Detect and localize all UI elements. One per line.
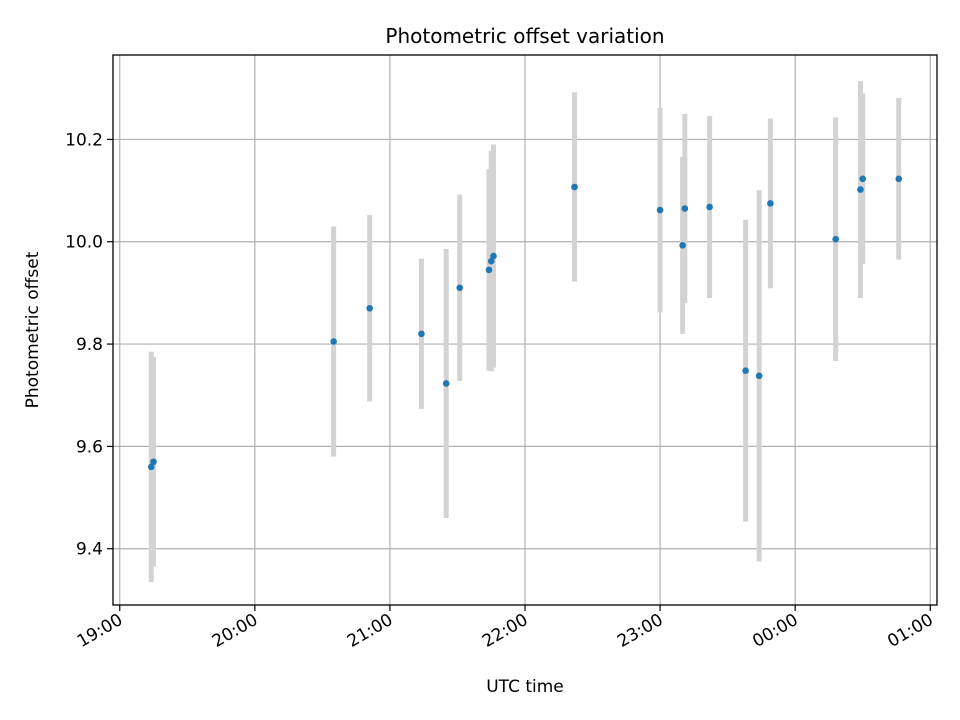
data-point — [418, 330, 425, 338]
y-tick-label: 10.2 — [65, 130, 103, 150]
grid — [113, 55, 937, 605]
data-point — [681, 205, 689, 212]
data-point — [571, 183, 578, 191]
data-point — [147, 463, 155, 471]
data-point — [832, 235, 839, 243]
y-tick-label: 9.8 — [76, 335, 103, 355]
data-point — [330, 338, 337, 345]
data-point — [755, 372, 763, 380]
data-point — [679, 242, 686, 249]
data-point — [150, 458, 157, 466]
data-point — [895, 175, 903, 183]
data-point — [485, 266, 493, 274]
data-point — [742, 367, 749, 374]
data-point — [487, 257, 495, 265]
data-point — [366, 304, 373, 312]
data-point — [857, 186, 864, 193]
y-axis-ticks: 9.4 9.6 9.8 10.0 10.2 — [65, 130, 113, 560]
data-point — [490, 252, 497, 260]
y-tick-label: 10.0 — [65, 233, 103, 253]
y-tick-label: 9.4 — [76, 540, 103, 560]
y-axis-label: Photometric offset — [23, 251, 43, 408]
data-point — [442, 380, 450, 387]
chart-title: Photometric offset variation — [385, 24, 664, 48]
data-point — [767, 200, 774, 207]
data-point — [706, 203, 713, 211]
data-point — [656, 206, 664, 214]
data-points — [147, 175, 903, 471]
y-tick-label: 9.6 — [76, 437, 103, 457]
data-point — [859, 175, 867, 183]
x-axis-label: UTC time — [486, 677, 564, 697]
data-point — [456, 284, 464, 292]
